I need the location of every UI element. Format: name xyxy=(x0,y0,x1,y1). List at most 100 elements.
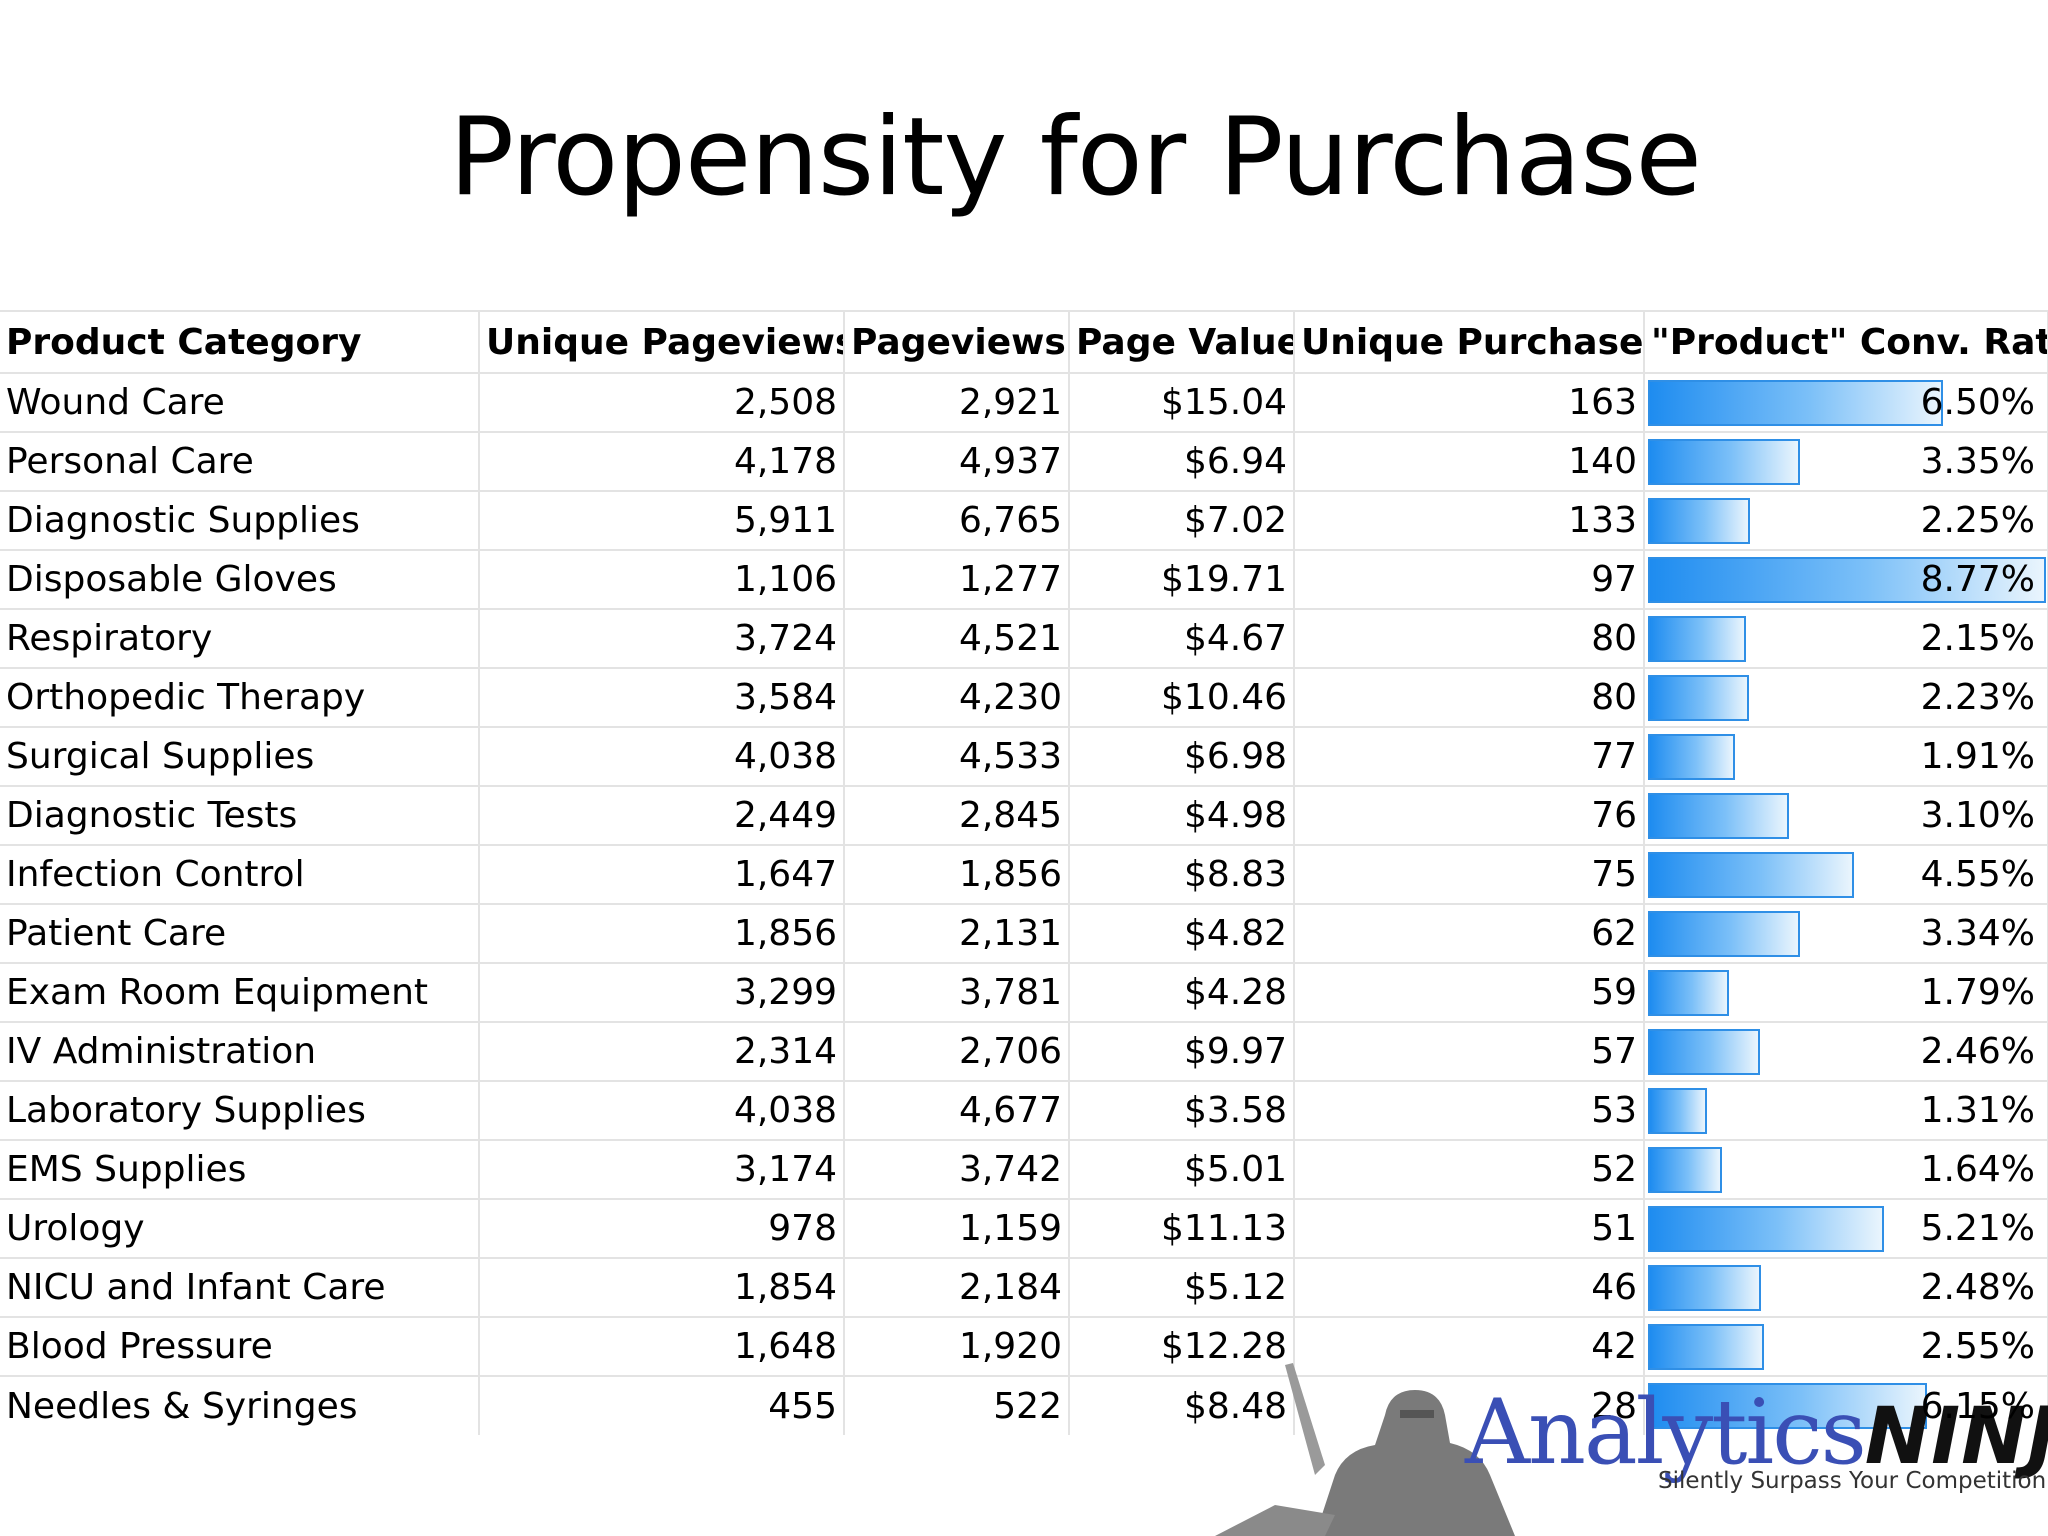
unique-pageviews-cell: 2,449 xyxy=(479,786,845,846)
unique-pageviews-cell: 978 xyxy=(479,1199,845,1259)
unique-pageviews-cell: 3,584 xyxy=(479,668,845,728)
conv-rate-value: 3.10% xyxy=(1920,795,2035,836)
conv-rate-value: 5.21% xyxy=(1920,1208,2035,1249)
unique-purchases-cell: 62 xyxy=(1294,904,1645,964)
table-row: Diagnostic Supplies 5,911 6,765 $7.02 133 2.2… xyxy=(0,491,2048,551)
unique-purchases-cell: 97 xyxy=(1294,550,1645,610)
header-page-value: Page Value xyxy=(1069,310,1295,374)
logo-tagline: Silently Surpass Your Competition xyxy=(1658,1468,2047,1494)
conv-rate-cell: 3.34% xyxy=(1644,904,2048,964)
unique-purchases-cell: 77 xyxy=(1294,727,1645,787)
logo-brand-first: Analytics xyxy=(1465,1380,1867,1485)
conv-rate-value: 2.25% xyxy=(1920,500,2035,541)
page-value-cell: $4.28 xyxy=(1069,963,1295,1023)
category-cell: EMS Supplies xyxy=(0,1140,480,1200)
table-row: Patient Care 1,856 2,131 $4.82 62 3.34% xyxy=(0,904,2048,964)
conv-rate-value: 6.15% xyxy=(1920,1385,2035,1427)
category-cell: Patient Care xyxy=(0,904,480,964)
unique-purchases-cell: 46 xyxy=(1294,1258,1645,1318)
category-cell: Diagnostic Tests xyxy=(0,786,480,846)
conv-rate-cell: 2.15% xyxy=(1644,609,2048,669)
table-row: NICU and Infant Care 1,854 2,184 $5.12 46 2.4… xyxy=(0,1258,2048,1318)
unique-purchases-cell: 80 xyxy=(1294,668,1645,728)
conv-rate-bar xyxy=(1648,1324,1764,1370)
header-conv-rate: "Product" Conv. Rate xyxy=(1644,310,2048,374)
page-value-cell: $7.02 xyxy=(1069,491,1295,551)
pageviews-cell: 2,921 xyxy=(844,373,1070,433)
unique-purchases-cell: 75 xyxy=(1294,845,1645,905)
pageviews-cell: 1,856 xyxy=(844,845,1070,905)
page-value-cell: $6.98 xyxy=(1069,727,1295,787)
conv-rate-bar xyxy=(1648,1206,1884,1252)
unique-pageviews-cell: 3,299 xyxy=(479,963,845,1023)
conv-rate-value: 6.50% xyxy=(1920,382,2035,423)
unique-pageviews-cell: 4,038 xyxy=(479,727,845,787)
page-value-cell: $8.83 xyxy=(1069,845,1295,905)
conv-rate-bar xyxy=(1648,911,1800,957)
conv-rate-cell: 2.48% xyxy=(1644,1258,2048,1318)
conv-rate-bar xyxy=(1648,557,2046,603)
conv-rate-bar xyxy=(1648,734,1735,780)
conv-rate-cell: 6.50% xyxy=(1644,373,2048,433)
conv-rate-cell: 2.25% xyxy=(1644,491,2048,551)
unique-pageviews-cell: 1,106 xyxy=(479,550,845,610)
table-row: Blood Pressure 1,648 1,920 $12.28 42 2.55% xyxy=(0,1317,2048,1377)
conv-rate-bar xyxy=(1648,852,1854,898)
page-value-cell: $15.04 xyxy=(1069,373,1295,433)
slide-title: Propensity for Purchase xyxy=(449,95,1702,220)
unique-purchases-cell: 28 xyxy=(1294,1376,1645,1435)
unique-purchases-cell: 51 xyxy=(1294,1199,1645,1259)
pageviews-cell: 2,131 xyxy=(844,904,1070,964)
table-row: Personal Care 4,178 4,937 $6.94 140 3.35% xyxy=(0,432,2048,492)
pageviews-cell: 522 xyxy=(844,1376,1070,1435)
unique-pageviews-cell: 1,856 xyxy=(479,904,845,964)
unique-purchases-cell: 163 xyxy=(1294,373,1645,433)
category-cell: Surgical Supplies xyxy=(0,727,480,787)
pageviews-cell: 3,742 xyxy=(844,1140,1070,1200)
conv-rate-value: 4.55% xyxy=(1920,854,2035,895)
conv-rate-bar xyxy=(1648,675,1749,721)
conv-rate-cell: 1.64% xyxy=(1644,1140,2048,1200)
logo-wordmark: AnalyticsNINJA xyxy=(1465,1380,2048,1485)
conv-rate-value: 3.34% xyxy=(1920,913,2035,954)
table-row: Orthopedic Therapy 3,584 4,230 $10.46 80 2.23… xyxy=(0,668,2048,728)
conv-rate-value: 1.31% xyxy=(1920,1090,2035,1131)
table-row: Laboratory Supplies 4,038 4,677 $3.58 53 1.31… xyxy=(0,1081,2048,1141)
conv-rate-value: 1.79% xyxy=(1920,972,2035,1013)
unique-purchases-cell: 133 xyxy=(1294,491,1645,551)
page-value-cell: $3.58 xyxy=(1069,1081,1295,1141)
conv-rate-value: 1.91% xyxy=(1920,736,2035,777)
category-cell: IV Administration xyxy=(0,1022,480,1082)
unique-pageviews-cell: 2,508 xyxy=(479,373,845,433)
conv-rate-cell: 3.10% xyxy=(1644,786,2048,846)
table-body: Wound Care 2,508 2,921 $15.04 163 6.50% Person… xyxy=(0,373,2048,1435)
pageviews-cell: 4,521 xyxy=(844,609,1070,669)
conv-rate-cell: 6.15% xyxy=(1644,1376,2048,1435)
unique-pageviews-cell: 3,174 xyxy=(479,1140,845,1200)
conv-rate-bar xyxy=(1648,793,1789,839)
conv-rate-cell: 1.31% xyxy=(1644,1081,2048,1141)
header-unique-pageviews: Unique Pageviews xyxy=(479,310,845,374)
conv-rate-value: 2.46% xyxy=(1920,1031,2035,1072)
unique-pageviews-cell: 3,724 xyxy=(479,609,845,669)
page-value-cell: $11.13 xyxy=(1069,1199,1295,1259)
conv-rate-cell: 2.46% xyxy=(1644,1022,2048,1082)
pageviews-cell: 2,845 xyxy=(844,786,1070,846)
page-value-cell: $9.97 xyxy=(1069,1022,1295,1082)
conv-rate-bar xyxy=(1648,380,1943,426)
category-cell: Respiratory xyxy=(0,609,480,669)
table-row: Disposable Gloves 1,106 1,277 $19.71 97 8.77% xyxy=(0,550,2048,610)
table-row: Urology 978 1,159 $11.13 51 5.21% xyxy=(0,1199,2048,1259)
unique-purchases-cell: 52 xyxy=(1294,1140,1645,1200)
page-value-cell: $12.28 xyxy=(1069,1317,1295,1377)
category-cell: Disposable Gloves xyxy=(0,550,480,610)
category-cell: Exam Room Equipment xyxy=(0,963,480,1023)
conv-rate-cell: 3.35% xyxy=(1644,432,2048,492)
pageviews-cell: 2,706 xyxy=(844,1022,1070,1082)
table-row: Infection Control 1,647 1,856 $8.83 75 4.55% xyxy=(0,845,2048,905)
unique-purchases-cell: 80 xyxy=(1294,609,1645,669)
header-unique-purchases: Unique Purchases xyxy=(1294,310,1645,374)
conv-rate-value: 2.23% xyxy=(1920,677,2035,718)
conv-rate-cell: 8.77% xyxy=(1644,550,2048,610)
unique-pageviews-cell: 1,648 xyxy=(479,1317,845,1377)
